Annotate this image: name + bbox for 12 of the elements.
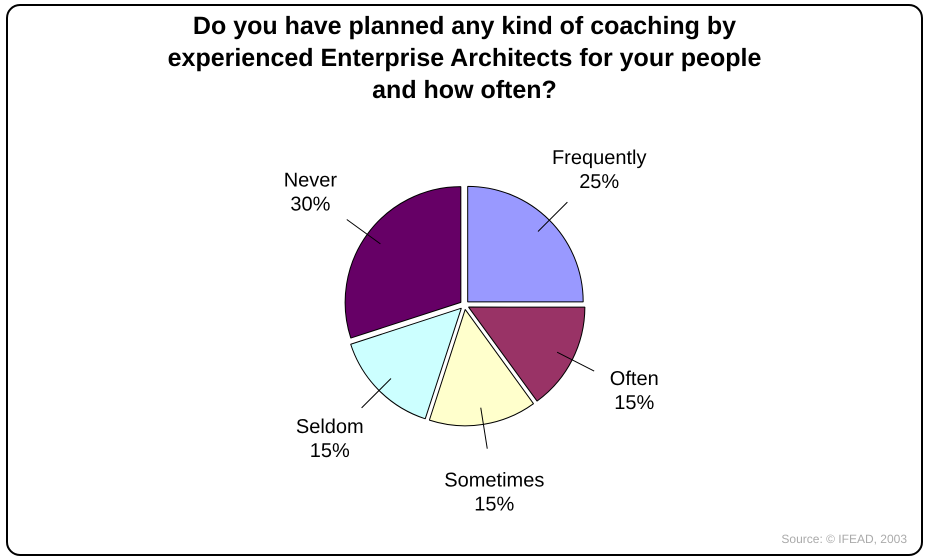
slice-label: Often xyxy=(610,368,659,390)
data-label: 15% xyxy=(310,440,350,462)
chart-title: Do you have planned any kind of coaching by experienced Enterprise Architects for your people and how often? xyxy=(166,11,762,106)
data-label: 25% xyxy=(579,170,620,193)
slice-label: Seldom xyxy=(296,416,364,438)
slice-label: Never xyxy=(284,170,338,192)
data-label: 30% xyxy=(290,194,331,216)
data-label: 15% xyxy=(614,392,654,414)
data-label: 15% xyxy=(474,494,515,516)
source-note: Source: © IFEAD, 2003 xyxy=(781,532,907,546)
slice-label: Sometimes xyxy=(444,470,544,492)
slice-label: Frequently xyxy=(552,146,646,169)
